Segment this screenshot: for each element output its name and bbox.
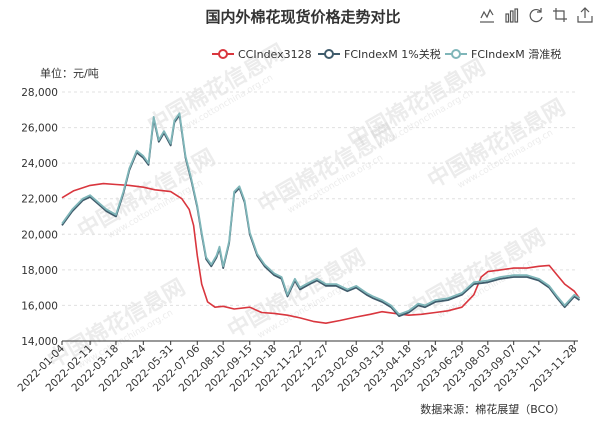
watermark-text: 中国棉花信息网 <box>343 54 489 154</box>
watermark-text: 中国棉花信息网 <box>223 244 369 344</box>
legend: CCIndex3128 FCIndexM 1%关税 FCIndexM 滑准税 <box>212 47 561 61</box>
restore-icon[interactable] <box>529 8 543 23</box>
y-tick-label: 14,000 <box>21 336 58 348</box>
y-tick-label: 22,000 <box>21 194 58 206</box>
toolbar <box>480 7 593 23</box>
series-line-1 <box>61 182 581 324</box>
y-tick-label: 18,000 <box>21 265 58 277</box>
y-tick-label: 16,000 <box>21 300 58 312</box>
grid <box>62 91 578 342</box>
legend-label: FCIndexM 1%关税 <box>344 47 441 61</box>
y-axis: 14,000 16,000 18,000 20,000 22,000 24,000 26,0… <box>21 87 58 348</box>
legend-item-1[interactable]: CCIndex3128 <box>212 48 312 61</box>
y-tick-label: 20,000 <box>21 229 58 241</box>
save-image-icon[interactable] <box>577 7 593 23</box>
y-tick-label: 26,000 <box>21 123 58 135</box>
legend-item-2[interactable]: FCIndexM 1%关税 <box>318 47 441 61</box>
legend-swatch-marker <box>451 49 461 59</box>
line-chart-icon[interactable] <box>480 8 494 23</box>
bar-chart-icon[interactable] <box>505 8 519 23</box>
source-note: 数据来源：棉花展望（BCO） <box>420 402 565 416</box>
legend-label: CCIndex3128 <box>238 48 312 61</box>
legend-swatch-marker <box>324 49 334 59</box>
legend-item-3[interactable]: FCIndexM 滑准税 <box>445 47 561 61</box>
series-line-3 <box>61 112 581 316</box>
plot-area <box>61 112 581 324</box>
y-tick-label: 28,000 <box>21 87 58 99</box>
unit-label: 单位：元/吨 <box>40 66 99 80</box>
data-zoom-icon[interactable] <box>553 8 567 22</box>
series-line-2 <box>61 114 581 317</box>
watermark-text: 中国棉花信息网 <box>403 224 549 324</box>
y-tick-label: 24,000 <box>21 158 58 170</box>
chart-title: 国内外棉花现货价格走势对比 <box>205 8 400 26</box>
legend-label: FCIndexM 滑准税 <box>471 47 561 61</box>
legend-swatch-marker <box>218 49 228 59</box>
